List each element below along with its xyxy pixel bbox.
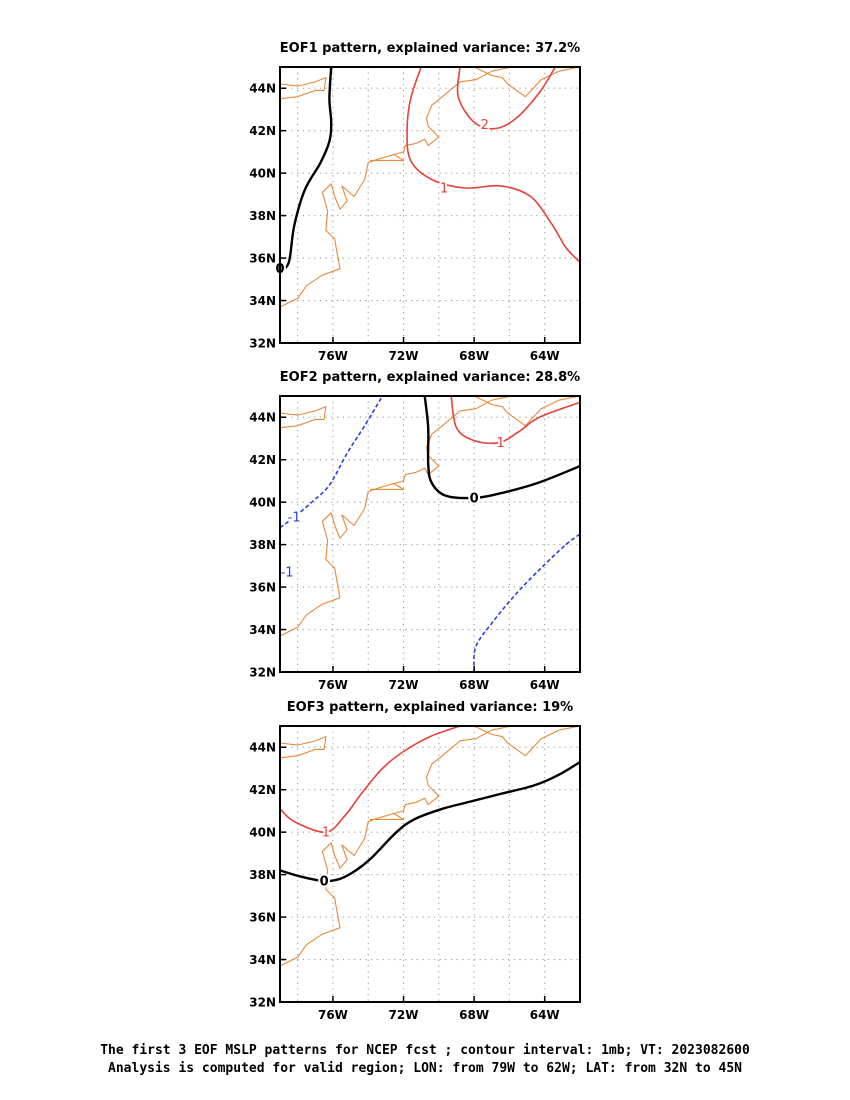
lon-tick-label: 72W (389, 1008, 419, 1022)
contour-zero-line (280, 761, 580, 883)
lat-tick-label: 36N (249, 911, 276, 925)
lat-tick-label: 34N (249, 623, 276, 637)
coastline-segment (507, 67, 580, 98)
grid-lines (280, 67, 580, 343)
contours (280, 67, 580, 272)
coastline-segment (280, 726, 512, 967)
lat-tick-label: 36N (249, 252, 276, 266)
coastline (280, 67, 580, 308)
lon-tick-label: 76W (318, 349, 348, 363)
lon-tick-label: 68W (459, 349, 489, 363)
contour-labels: 01 (318, 824, 332, 892)
eof2-panel-title: EOF2 pattern, explained variance: 28.8% (280, 370, 580, 385)
coastline (280, 396, 580, 637)
axis-ticks: 76W 72W 68W 64W 32N 34N 36N 38N 40N 42N 44N (249, 741, 559, 1022)
eof1-panel-title: EOF1 pattern, explained variance: 37.2% (280, 41, 580, 56)
contour-label: -1 (288, 511, 301, 526)
grid-lines (280, 726, 580, 1002)
coastline-segment (473, 396, 509, 414)
coastline-segment (280, 736, 327, 759)
lon-tick-label: 68W (459, 1008, 489, 1022)
panels-root: EOF1 pattern, explained variance: 37.2% 0… (249, 41, 581, 1022)
eof2-panel: EOF2 pattern, explained variance: 28.8% -… (249, 370, 581, 692)
lon-tick-label: 72W (389, 349, 419, 363)
contour-labels: 012 (273, 116, 490, 279)
map-frame (279, 66, 581, 344)
lat-tick-label: 32N (249, 337, 276, 351)
lat-tick-label: 38N (249, 868, 276, 882)
contour-positive-line (450, 396, 580, 445)
lat-tick-label: 32N (249, 996, 276, 1010)
map-frame (279, 395, 581, 673)
lon-tick-label: 76W (318, 678, 348, 692)
contour-label: 2 (481, 118, 489, 133)
lat-tick-label: 42N (249, 783, 276, 797)
coastline-segment (507, 396, 580, 427)
axis-ticks: 76W 72W 68W 64W 32N 34N 36N 38N 40N 42N 44N (249, 82, 559, 363)
lat-tick-label: 44N (249, 82, 276, 96)
coastline-segment (507, 726, 580, 757)
contour-negative-line (280, 396, 384, 529)
contour-label: 0 (470, 491, 479, 506)
coastline-segment (370, 153, 405, 161)
contour-label: 0 (320, 874, 329, 889)
coastline-segment (280, 67, 512, 308)
contour-positive-line (456, 67, 556, 130)
coastline-segment (473, 67, 509, 85)
contour-zero-line (280, 67, 333, 272)
coastline (280, 726, 580, 967)
lon-tick-label: 64W (530, 349, 560, 363)
coastline-segment (370, 812, 405, 820)
eof3-panel: EOF3 pattern, explained variance: 19%017… (249, 700, 581, 1022)
contour-positive-line (406, 67, 580, 263)
lat-tick-label: 34N (249, 953, 276, 967)
contour-negative-line (473, 533, 580, 672)
lat-tick-label: 40N (249, 496, 276, 510)
map-frame (279, 725, 581, 1003)
contour-zero-line (423, 396, 580, 500)
footer-line-2: Analysis is computed for valid region; L… (108, 1061, 742, 1076)
lat-tick-label: 44N (249, 411, 276, 425)
lon-tick-label: 76W (318, 1008, 348, 1022)
contour-labels: -1 -1 0 1 (279, 434, 507, 583)
lat-tick-label: 34N (249, 294, 276, 308)
coastline-segment (280, 406, 327, 429)
contour-label: -1 (281, 566, 294, 581)
contour-positive-line (280, 726, 461, 834)
eof1-panel: EOF1 pattern, explained variance: 37.2%0… (249, 41, 581, 363)
lat-tick-label: 36N (249, 581, 276, 595)
contour-label: 1 (440, 182, 448, 197)
lat-tick-label: 32N (249, 666, 276, 680)
coastline-segment (280, 77, 327, 100)
coastline-segment (280, 396, 512, 637)
lat-tick-label: 40N (249, 167, 276, 181)
lat-tick-label: 42N (249, 124, 276, 138)
lat-tick-label: 38N (249, 209, 276, 223)
coastline-segment (473, 726, 509, 744)
coastline-segment (370, 482, 405, 490)
lat-tick-label: 44N (249, 741, 276, 755)
contours (280, 726, 580, 883)
eof3-panel-title: EOF3 pattern, explained variance: 19% (287, 700, 573, 715)
lat-tick-label: 40N (249, 826, 276, 840)
lon-tick-label: 64W (530, 678, 560, 692)
axis-ticks: 76W 72W 68W 64W 32N 34N 36N 38N 40N 42N 44N (249, 411, 559, 692)
footer-line-1: The first 3 EOF MSLP patterns for NCEP f… (100, 1043, 750, 1058)
grid-lines (280, 396, 580, 672)
contour-label: 1 (322, 826, 330, 841)
contour-label: 1 (496, 436, 504, 451)
lat-tick-label: 42N (249, 453, 276, 467)
lon-tick-label: 72W (389, 678, 419, 692)
lat-tick-label: 38N (249, 538, 276, 552)
lon-tick-label: 68W (459, 678, 489, 692)
lon-tick-label: 64W (530, 1008, 560, 1022)
